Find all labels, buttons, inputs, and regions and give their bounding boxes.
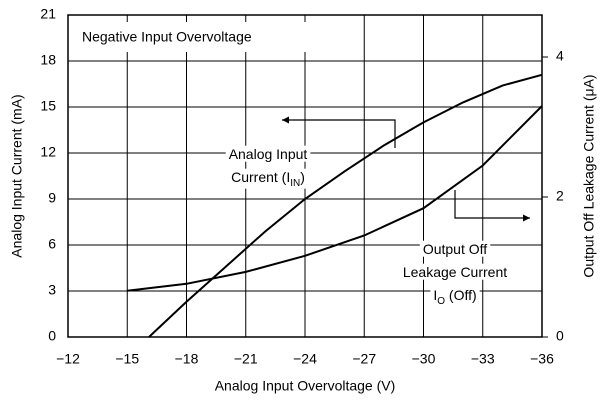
- annotation-part: Output Off: [423, 241, 487, 257]
- line: [127, 105, 543, 292]
- annotation-part: ): [300, 169, 305, 185]
- annotation: Output Off: [423, 241, 487, 257]
- y-tick-label: 9: [48, 190, 56, 206]
- title-box: [75, 22, 307, 52]
- x-tick-label: −27: [352, 351, 376, 367]
- annotation-part: I: [433, 287, 437, 303]
- x-tick-label: −18: [175, 351, 199, 367]
- arrow: [282, 116, 396, 148]
- y2-axis-label: Output Off Leakage Current (μA): [581, 74, 597, 277]
- x-tick-label: −21: [234, 351, 258, 367]
- arrow: [454, 190, 530, 222]
- y-tick-label: 21: [40, 6, 56, 22]
- x-tick-label: −15: [115, 351, 139, 367]
- y2-tick-label: 0: [556, 328, 564, 344]
- y-tick-label: 6: [48, 236, 56, 252]
- annotation-part: Leakage Current: [403, 264, 507, 280]
- y2-tick-label: 2: [556, 188, 564, 204]
- x-tick-label: −12: [56, 351, 80, 367]
- annotation: Current (IIN): [231, 169, 305, 189]
- y-tick-label: 18: [40, 52, 56, 68]
- x-tick-label: −30: [412, 351, 436, 367]
- plot-frame: [67, 14, 543, 338]
- x-axis-label: Analog Input Overvoltage (V): [215, 378, 396, 394]
- annotation-bg: [419, 240, 491, 257]
- x-tick-label: −33: [471, 351, 495, 367]
- y-tick-label: 0: [48, 328, 56, 344]
- annotation-bg: [399, 263, 511, 280]
- annotation-bg: [228, 168, 308, 189]
- annotation: Analog Input: [229, 146, 308, 162]
- y-tick-label: 12: [40, 144, 56, 160]
- annotation-part: Current (I: [231, 169, 290, 185]
- y2-tick-label: 4: [556, 48, 564, 64]
- x-tick-label: −24: [293, 351, 317, 367]
- annotation-bg: [225, 145, 311, 162]
- y-axis-label: Analog Input Current (mA): [9, 94, 25, 257]
- y-tick-label: 3: [48, 282, 56, 298]
- annotation: IO (Off): [433, 287, 476, 307]
- x-tick-label: −36: [530, 351, 554, 367]
- annotation-part: O: [437, 296, 445, 307]
- annotation-bg: [430, 286, 480, 307]
- annotation-part: IN: [290, 178, 300, 189]
- chart-title: Negative Input Overvoltage: [82, 29, 252, 45]
- annotation-part: (Off): [445, 287, 477, 303]
- annotation-part: Analog Input: [229, 146, 308, 162]
- annotation: Leakage Current: [403, 264, 507, 280]
- y-tick-label: 15: [40, 98, 56, 114]
